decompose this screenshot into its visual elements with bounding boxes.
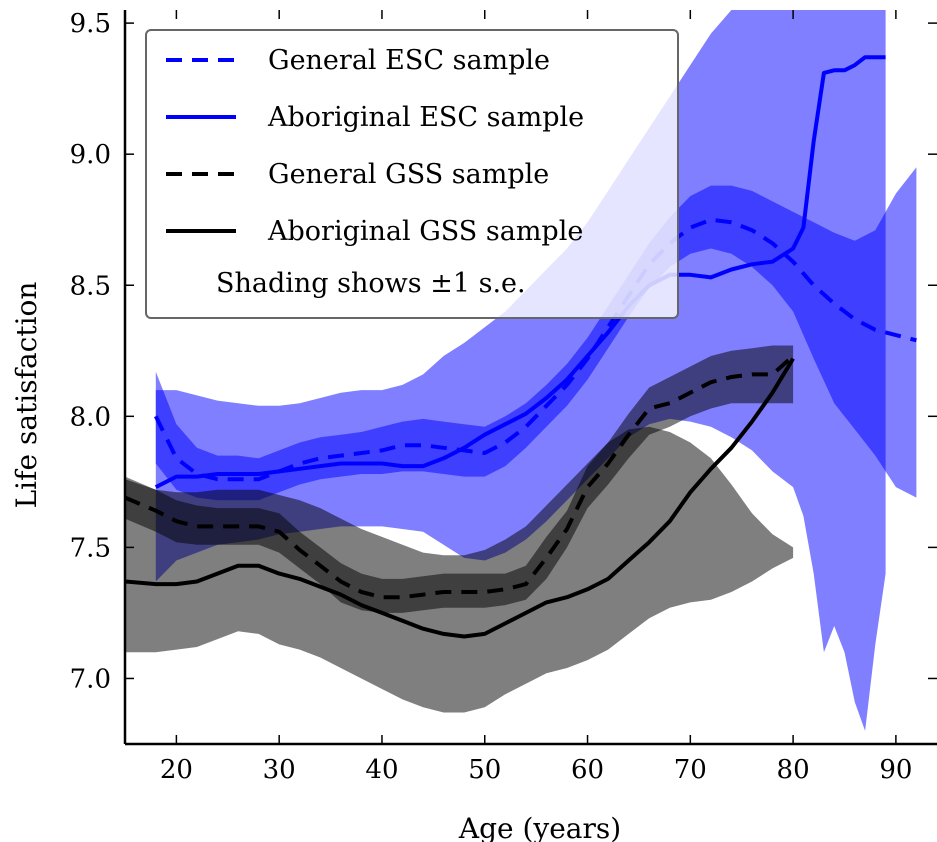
- aboriginal-gss-sample-band: [125, 426, 794, 713]
- tick-labels: 20 30 40 50 60 70 80 90 7.0 7.5 8.0 8.5 9.0 9.5: [70, 9, 913, 785]
- x-tick-label: 70: [674, 755, 707, 785]
- legend-shading-note: Shading shows ±1 s.e.: [216, 268, 526, 299]
- x-tick-label: 30: [263, 755, 296, 785]
- confidence-bands: [125, 10, 917, 731]
- general-esc-sample-legend-label: General ESC sample: [268, 45, 550, 76]
- x-tick-label: 20: [160, 755, 193, 785]
- aboriginal-gss-sample-legend-label: Aboriginal GSS sample: [267, 216, 583, 247]
- y-tick-label: 7.0: [70, 664, 111, 694]
- x-tick-label: 80: [777, 755, 810, 785]
- general-gss-sample-legend-label: General GSS sample: [268, 159, 549, 190]
- y-tick-label: 8.0: [70, 402, 111, 432]
- y-tick-label: 9.5: [70, 9, 111, 39]
- y-tick-label: 7.5: [70, 533, 111, 563]
- x-axis-title: Age (years): [458, 812, 621, 842]
- axes: [123, 10, 937, 746]
- y-axis-title: Life satisfaction: [10, 282, 43, 509]
- x-tick-label: 40: [365, 755, 398, 785]
- series-lines: [125, 55, 917, 639]
- aboriginal-esc-sample-line: [154, 55, 886, 489]
- general-gss-sample-line: [125, 354, 795, 600]
- x-tick-label: 90: [879, 755, 912, 785]
- aboriginal-esc-sample-band: [155, 10, 886, 731]
- x-tick-label: 60: [571, 755, 604, 785]
- aboriginal-esc-sample-legend-label: Aboriginal ESC sample: [267, 102, 584, 133]
- legend-box: [145, 29, 679, 319]
- aboriginal-gss-sample-line: [125, 357, 795, 639]
- y-tick-label: 9.0: [70, 140, 111, 170]
- y-tick-label: 8.5: [70, 271, 111, 301]
- x-tick-label: 50: [468, 755, 501, 785]
- legend: General ESC sample Aboriginal ESC sample G…: [145, 29, 679, 319]
